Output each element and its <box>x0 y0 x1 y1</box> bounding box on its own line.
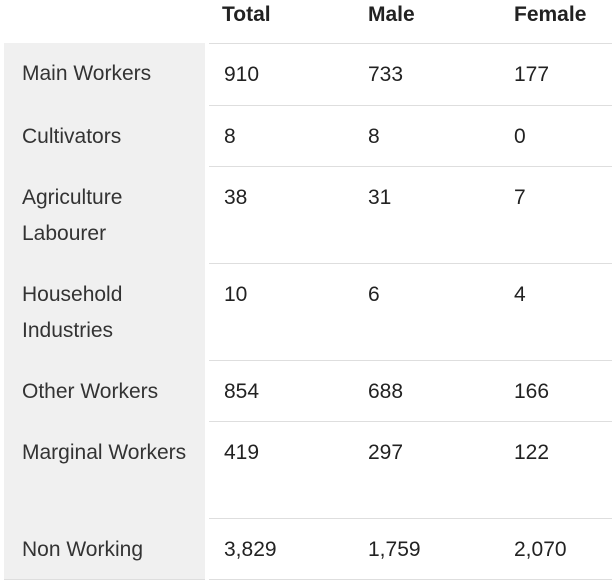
row-label: Non Working <box>4 517 209 580</box>
row-label: Other Workers <box>4 359 209 421</box>
table-header: Total Male Female <box>4 0 612 43</box>
cell-female: 2,070 <box>499 517 612 580</box>
table-row: Non Working 3,829 1,759 2,070 <box>4 517 612 580</box>
cell-male: 8 <box>353 104 499 166</box>
cell-total: 38 <box>207 165 353 263</box>
table-row: Agriculture Labourer 38 31 7 <box>4 165 612 263</box>
header-row: Total Male Female <box>4 0 612 43</box>
table-row: Other Workers 854 688 166 <box>4 359 612 421</box>
row-label: Main Workers <box>4 43 209 105</box>
cell-female: 7 <box>499 165 612 263</box>
cell-total: 3,829 <box>207 517 353 580</box>
cell-female: 4 <box>499 262 612 360</box>
cell-male: 733 <box>353 42 499 105</box>
cell-total: 910 <box>207 42 353 105</box>
cell-female: 0 <box>499 104 612 166</box>
cell-female: 166 <box>499 359 612 421</box>
cell-total: 10 <box>207 262 353 360</box>
cell-male: 31 <box>353 165 499 263</box>
cell-female: 177 <box>499 42 612 105</box>
cell-total: 419 <box>207 420 353 518</box>
header-corner <box>4 0 207 43</box>
table-body: Main Workers 910 733 177 Cultivators 8 8… <box>4 42 612 580</box>
row-label: Agriculture Labourer <box>4 165 209 263</box>
cell-male: 297 <box>353 420 499 518</box>
header-total: Total <box>207 0 353 43</box>
table-row: Main Workers 910 733 177 <box>4 42 612 105</box>
table-row: Household Industries 10 6 4 <box>4 262 612 360</box>
cell-female: 122 <box>499 420 612 518</box>
cell-male: 1,759 <box>353 517 499 580</box>
cell-male: 688 <box>353 359 499 421</box>
table-row: Marginal Workers 419 297 122 <box>4 420 612 518</box>
cell-total: 8 <box>207 104 353 166</box>
row-label: Household Industries <box>4 262 209 360</box>
row-label: Marginal Workers <box>4 420 209 518</box>
row-label: Cultivators <box>4 104 209 166</box>
header-female: Female <box>499 0 612 43</box>
header-male: Male <box>353 0 499 43</box>
table-row: Cultivators 8 8 0 <box>4 104 612 166</box>
workers-table: Total Male Female Main Workers 910 733 1… <box>4 0 612 580</box>
cell-total: 854 <box>207 359 353 421</box>
cell-male: 6 <box>353 262 499 360</box>
